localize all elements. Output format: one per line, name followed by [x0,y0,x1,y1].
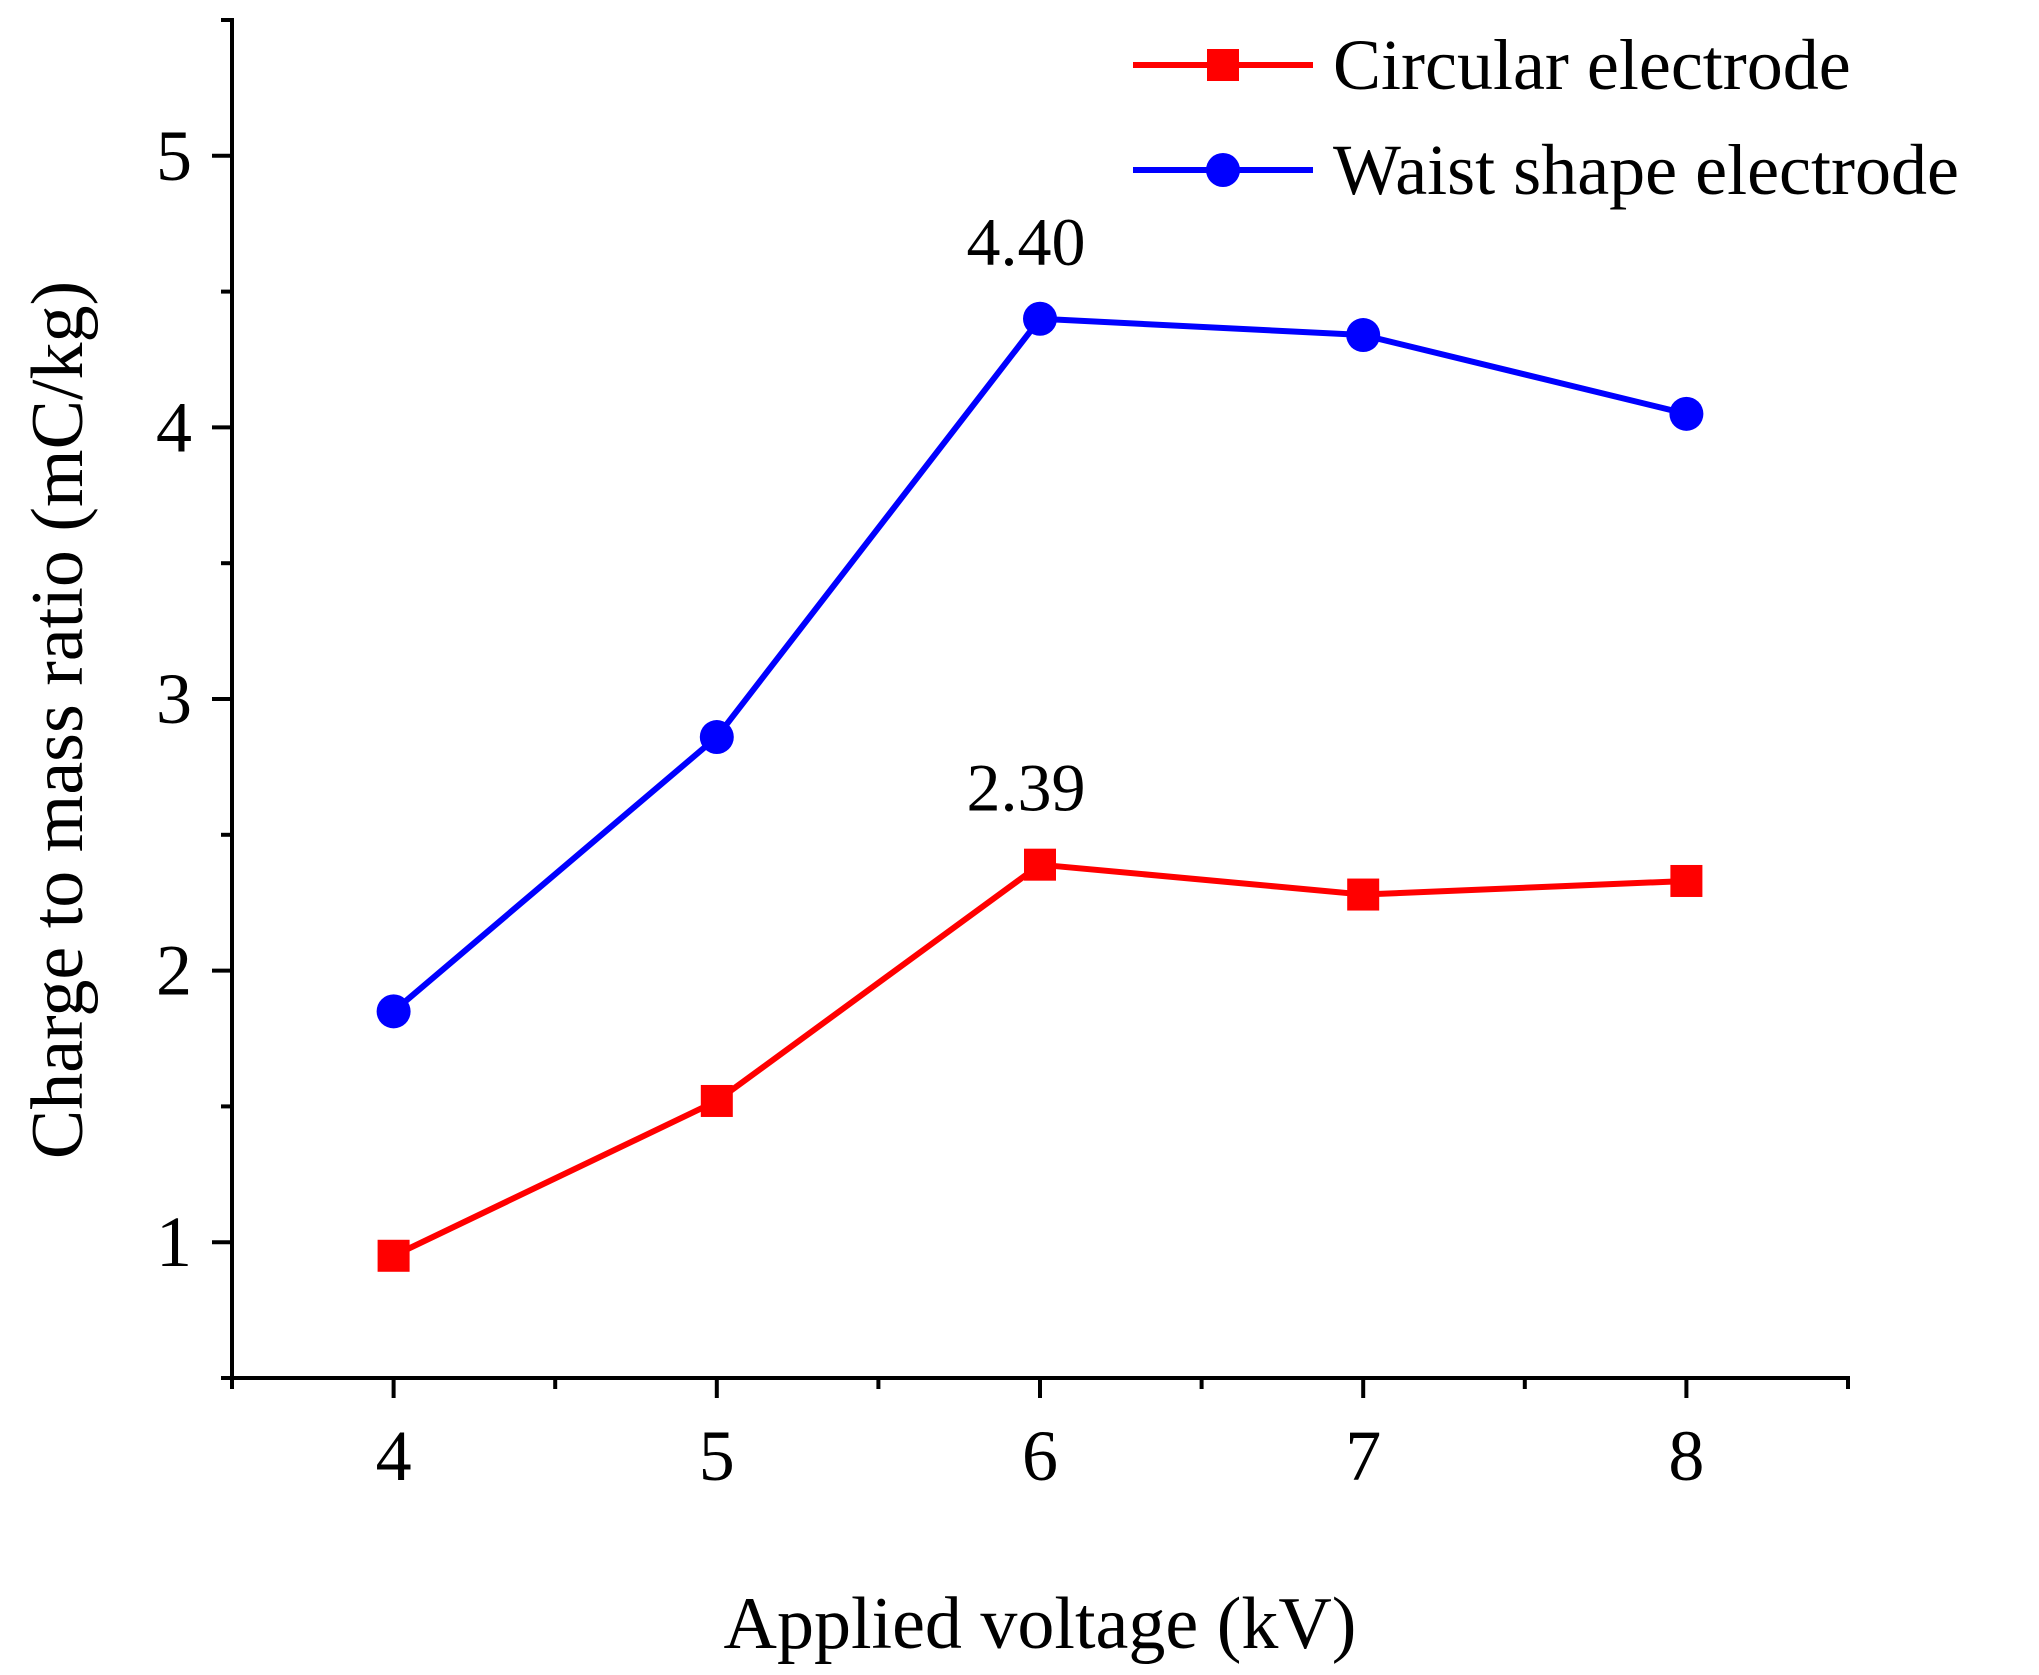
data-point-1-4 [1669,396,1704,431]
y-tick-label: 4 [156,387,192,467]
data-point-1-1 [699,720,734,755]
x-tick-label: 4 [376,1416,412,1496]
x-axis-label: Applied voltage (kV) [724,1583,1357,1665]
x-tick-label: 8 [1668,1416,1704,1496]
data-point-1-3 [1346,318,1381,353]
data-point-0-3 [1347,878,1380,911]
y-tick-label: 3 [156,659,192,739]
data-label-0: 2.39 [967,750,1086,826]
legend-label-0: Circular electrode [1333,25,1851,105]
data-point-1-0 [376,994,411,1029]
axes: 4 5 6 7 8 1 2 3 4 5 [156,18,1850,1496]
data-point-0-4 [1670,864,1703,897]
y-tick-label: 2 [156,931,192,1011]
legend: Circular electrode Waist shape electrode [1133,25,1959,210]
data-label-1: 4.40 [967,204,1086,280]
x-tick-label: 5 [699,1416,735,1496]
y-tick-label: 1 [156,1202,192,1282]
legend-marker-1 [1206,153,1240,187]
legend-marker-0 [1207,49,1239,81]
legend-label-1: Waist shape electrode [1333,130,1959,210]
data-point-0-1 [700,1084,733,1117]
x-tick-label: 6 [1022,1416,1058,1496]
x-tick-label: 7 [1345,1416,1381,1496]
series-line-1 [391,315,1688,1014]
data-point-0-2 [1024,848,1056,881]
y-tick-label: 5 [156,116,192,196]
plot-area: 2.39 4.40 [376,204,1704,1272]
series-line-0 [392,861,1687,1259]
y-axis-label: Charge to mass ratio (mC/kg) [17,281,99,1159]
data-point-0-0 [377,1239,410,1272]
data-point-1-2 [1023,301,1057,336]
